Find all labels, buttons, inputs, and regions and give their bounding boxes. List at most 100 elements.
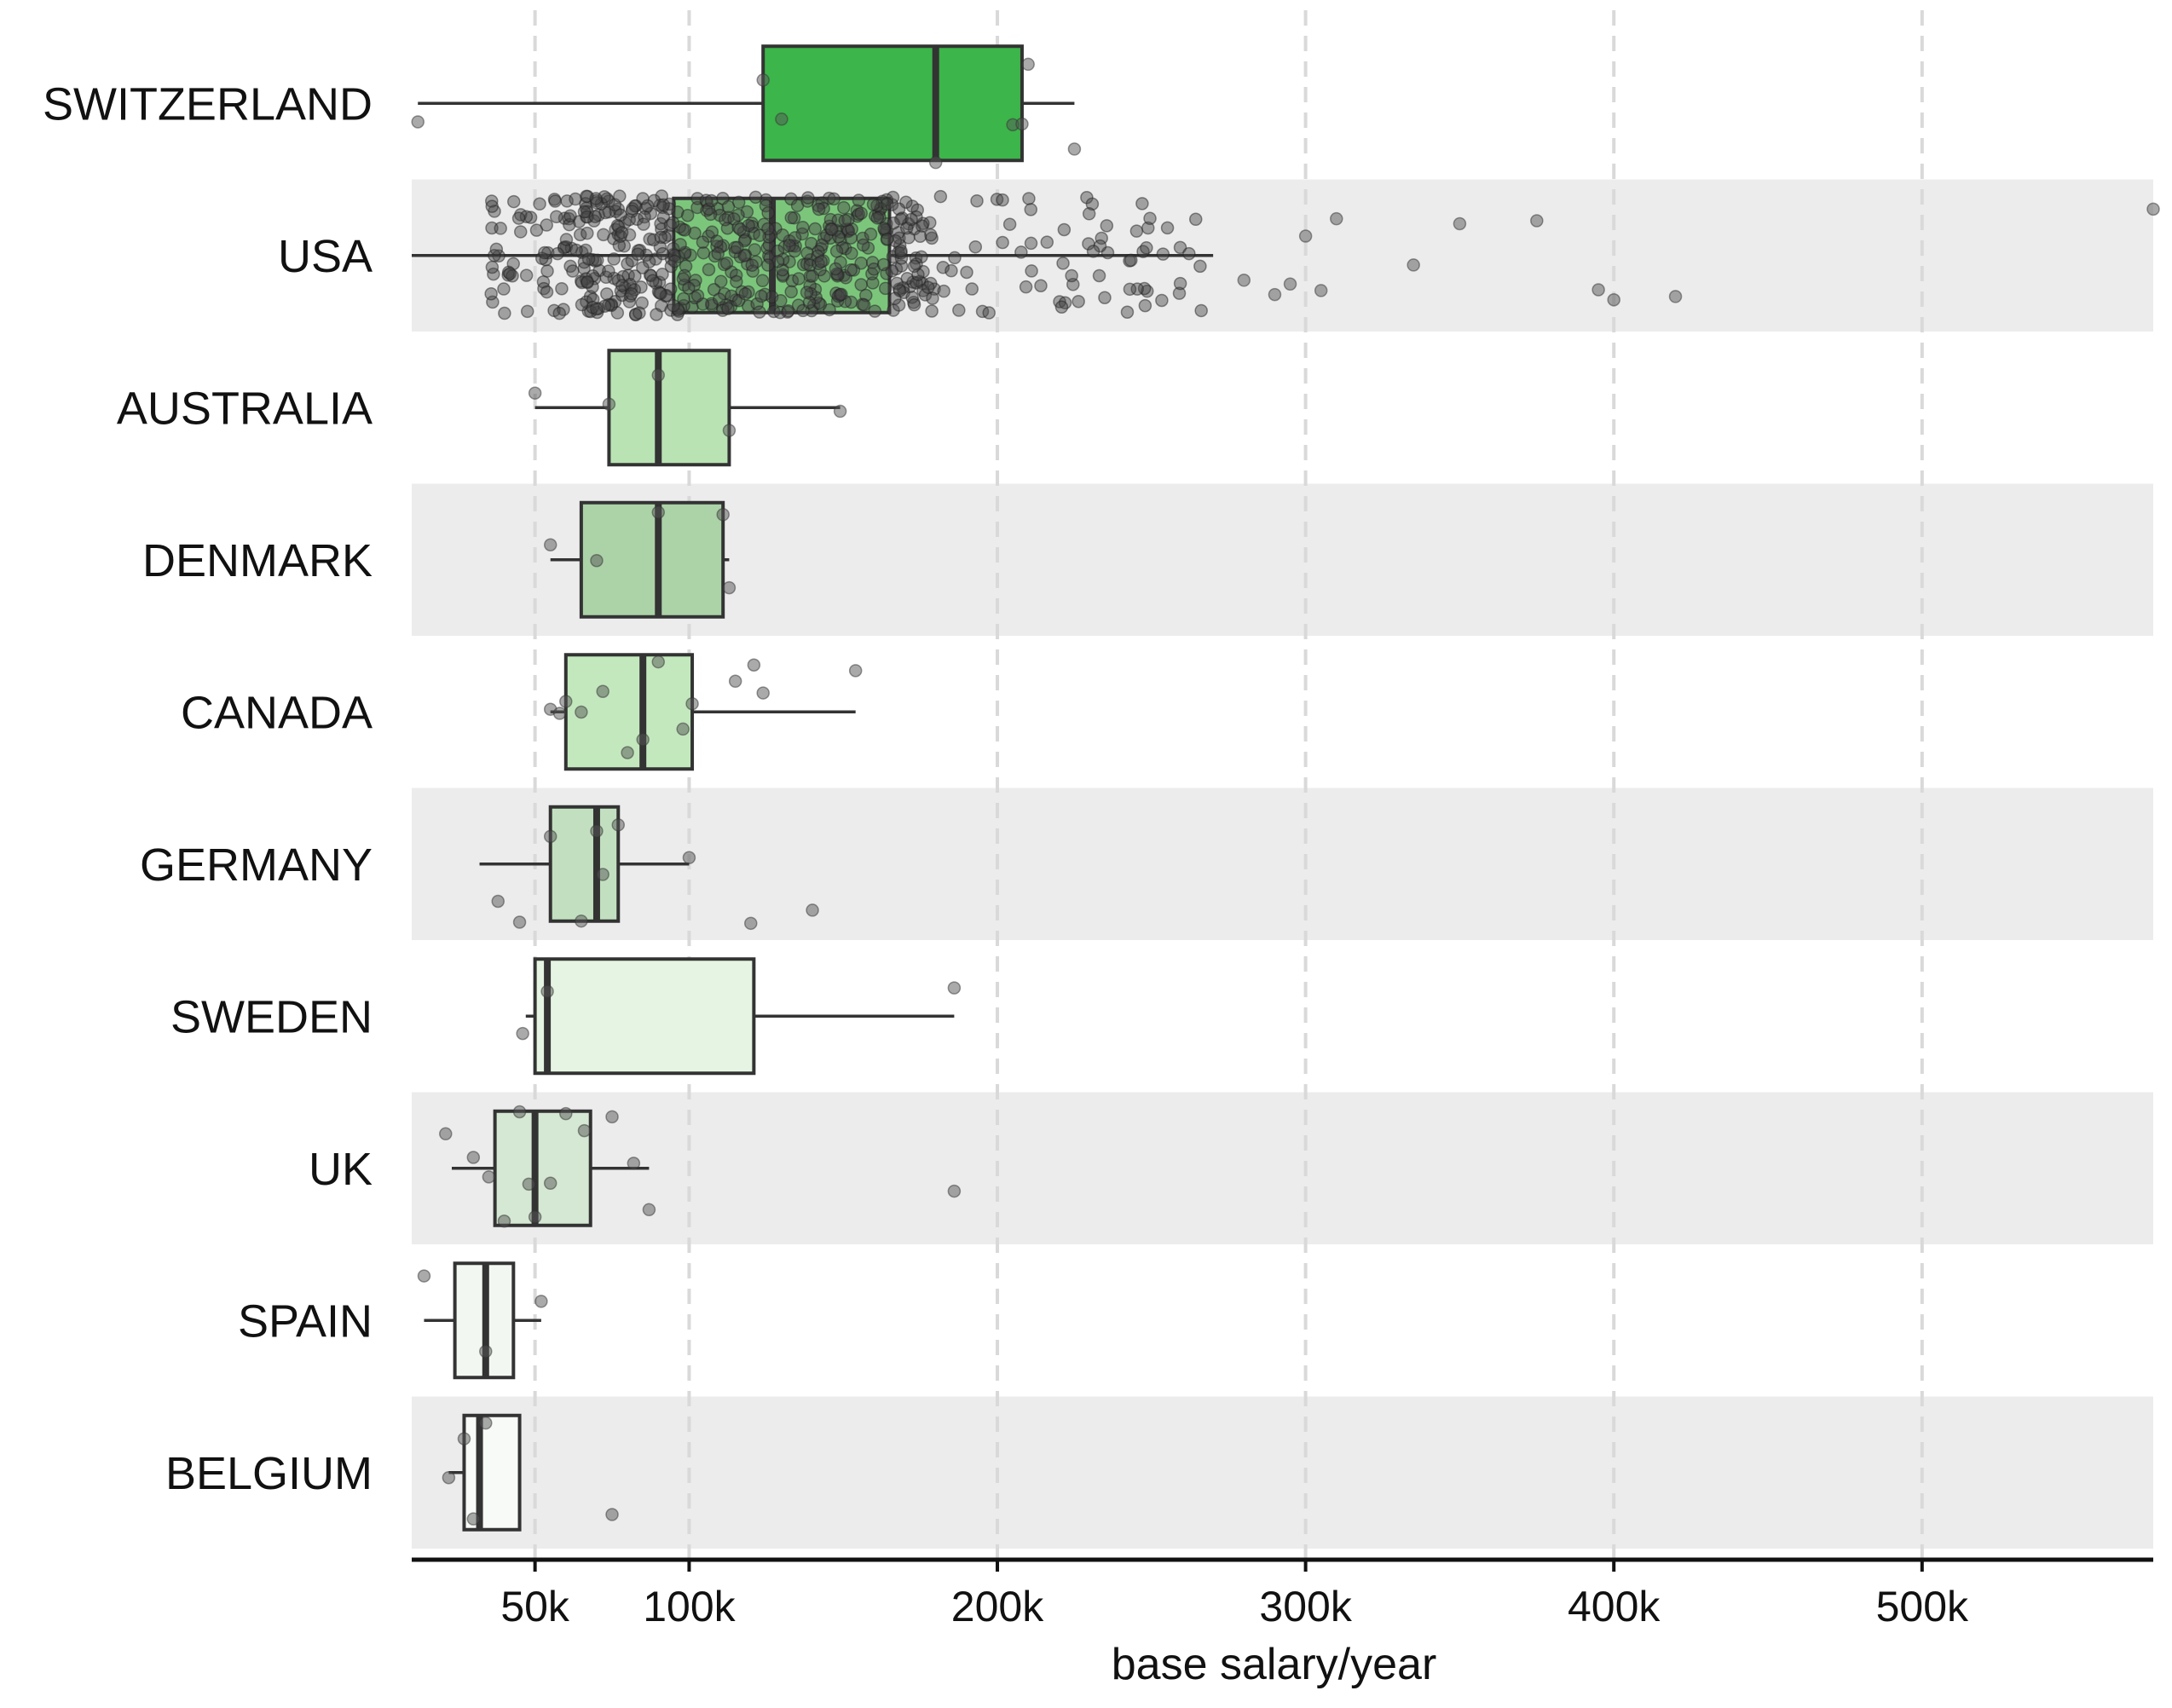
point-usa — [625, 205, 639, 218]
point-usa — [835, 287, 848, 302]
point-usa — [615, 226, 629, 239]
point-usa — [880, 197, 894, 211]
category-label-usa: USA — [278, 231, 373, 282]
point-usa — [555, 281, 569, 296]
point-denmark — [543, 538, 557, 552]
point-usa — [1034, 279, 1048, 292]
point-usa — [924, 228, 938, 242]
row-band-belgium — [412, 1396, 2153, 1549]
point-usa — [982, 306, 996, 320]
point-usa — [892, 202, 906, 216]
x-tick-label-400k: 400k — [1568, 1583, 1661, 1630]
point-usa — [866, 198, 881, 211]
point-australia — [722, 424, 737, 437]
point-usa — [761, 206, 775, 220]
point-usa — [581, 226, 594, 240]
point-canada — [676, 722, 690, 736]
point-australia — [528, 386, 542, 400]
point-usa — [540, 285, 554, 299]
point-usa — [845, 222, 858, 236]
point-switzerland — [775, 113, 789, 126]
point-usa — [944, 263, 958, 278]
point-usa — [968, 239, 983, 254]
point-canada — [621, 746, 634, 759]
point-usa — [519, 268, 534, 282]
point-usa — [636, 261, 650, 274]
point-usa — [637, 217, 650, 231]
point-usa — [1082, 207, 1096, 221]
point-usa — [888, 291, 902, 305]
point-usa — [677, 291, 690, 306]
point-usa — [754, 289, 768, 303]
point-usa — [1314, 284, 1328, 297]
x-tick-label-100k: 100k — [643, 1583, 736, 1630]
x-tick-label-300k: 300k — [1259, 1583, 1352, 1630]
point-spain — [534, 1295, 548, 1308]
point-usa — [730, 274, 743, 289]
point-usa — [822, 191, 836, 205]
point-usa — [489, 242, 504, 257]
point-usa — [633, 306, 646, 320]
point-usa — [1022, 192, 1036, 205]
point-usa — [831, 213, 846, 228]
category-labels: SWITZERLAND USA AUSTRALIA DENMARK CANADA GERM… — [43, 78, 373, 1499]
point-usa — [503, 267, 517, 280]
point-usa — [970, 193, 984, 208]
point-usa — [666, 216, 680, 229]
point-usa — [854, 256, 868, 270]
point-usa — [650, 308, 663, 321]
point-germany — [491, 894, 505, 909]
point-usa — [1057, 222, 1072, 237]
point-usa — [781, 304, 795, 318]
point-usa — [753, 305, 766, 319]
point-australia — [602, 397, 616, 411]
point-belgium — [442, 1470, 456, 1485]
point-usa — [1283, 277, 1297, 291]
point-uk — [947, 1184, 962, 1198]
point-usa — [801, 191, 815, 205]
point-usa — [602, 264, 615, 278]
point-usa — [577, 205, 592, 219]
point-canada — [596, 684, 609, 698]
point-usa — [588, 210, 603, 223]
point-usa — [1092, 268, 1106, 283]
point-usa — [834, 256, 847, 269]
point-usa — [540, 218, 553, 232]
point-usa — [888, 234, 903, 248]
point-usa — [907, 259, 921, 274]
point-usa — [484, 286, 498, 301]
point-usa — [551, 246, 564, 261]
point-usa — [915, 250, 928, 264]
point-usa — [996, 235, 1009, 250]
point-usa — [837, 200, 851, 215]
point-germany — [682, 851, 696, 865]
point-usa — [952, 303, 966, 317]
point-usa — [1140, 241, 1153, 255]
point-usa — [748, 190, 763, 205]
point-sweden — [516, 1026, 529, 1041]
point-usa — [1530, 214, 1544, 228]
category-label-uk: UK — [309, 1144, 373, 1195]
point-usa — [911, 268, 925, 281]
point-usa — [713, 292, 726, 306]
x-tick-label-200k: 200k — [951, 1583, 1044, 1630]
point-usa — [563, 209, 577, 222]
point-usa — [719, 256, 734, 270]
point-usa — [879, 281, 892, 296]
point-germany — [611, 818, 626, 832]
point-usa — [750, 297, 764, 311]
point-usa — [1182, 246, 1196, 261]
point-usa — [575, 297, 589, 312]
point-usa — [1072, 294, 1085, 309]
point-usa — [1138, 298, 1152, 313]
point-usa — [755, 274, 770, 288]
point-usa — [905, 291, 919, 304]
category-label-spain: SPAIN — [238, 1295, 373, 1347]
x-axis: 50k 100k 200k 300k 400k 500k — [412, 1557, 2153, 1630]
point-usa — [913, 229, 927, 244]
point-usa — [904, 212, 918, 227]
point-usa — [1124, 253, 1138, 268]
category-label-sweden: SWEDEN — [170, 991, 373, 1042]
point-usa — [738, 287, 753, 301]
